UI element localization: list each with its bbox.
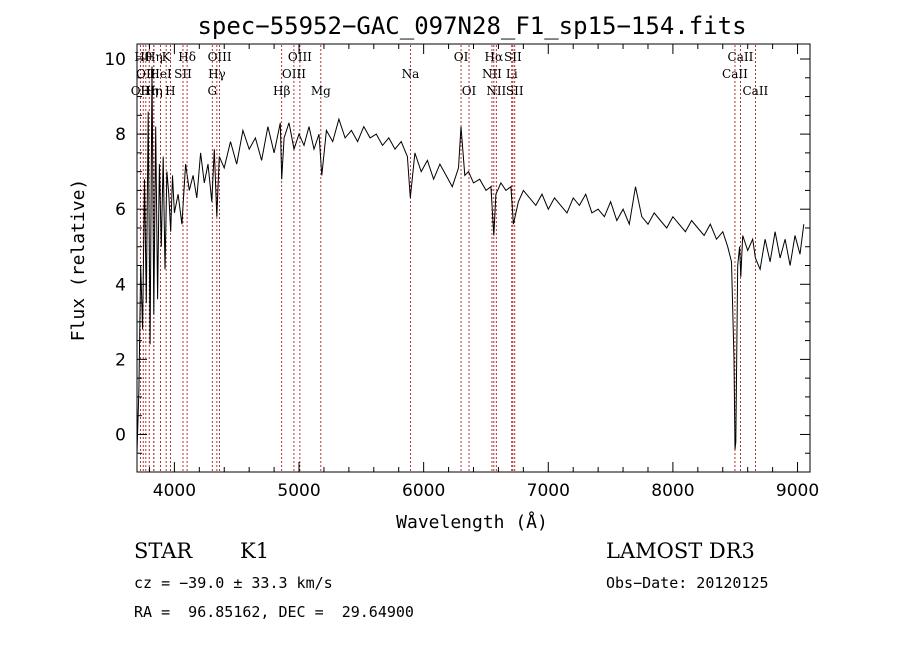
line-label: HeI: [149, 67, 172, 81]
x-tick-label: 9000: [776, 481, 819, 501]
line-label: Hγ: [208, 67, 226, 81]
survey-name: LAMOST DR3: [606, 539, 755, 563]
line-label: Hα: [485, 50, 504, 64]
coordinates: RA = 96.85162, DEC = 29.64900: [134, 603, 414, 621]
y-axis: 0 2 4 6 8 10: [104, 50, 810, 473]
object-class: STAR: [134, 539, 193, 563]
y-tick-label: 8: [115, 125, 126, 145]
line-label: OI: [462, 84, 477, 98]
plot-frame: [136, 43, 811, 473]
line-label: SII: [504, 50, 522, 64]
spectrum-line: [136, 66, 805, 454]
line-label: CaII: [742, 84, 768, 98]
line-label: OI: [454, 50, 469, 64]
line-label: OIII: [288, 50, 312, 64]
line-label: CaII: [722, 67, 748, 81]
x-axis: 4000 5000 6000 7000 8000 9000: [148, 44, 819, 501]
line-label-group: OIIHθOIIHηHηHηHeIKHSIIHδGHγOIIIHβOIIIOII…: [131, 50, 769, 98]
line-label: Hη: [145, 50, 163, 64]
y-tick-label: 6: [115, 200, 126, 220]
line-label: OIII: [208, 50, 232, 64]
redshift-value: cz = −39.0 ± 33.3 km/s: [134, 574, 333, 592]
chart-title: spec−55952−GAC_097N28_F1_sp15−154.fits: [197, 12, 746, 40]
y-tick-label: 10: [104, 50, 126, 70]
y-axis-label: Flux (relative): [68, 179, 89, 342]
line-label: Mg: [311, 84, 331, 98]
line-label: SII: [174, 67, 192, 81]
line-label: CaII: [728, 50, 754, 64]
line-label: Hη: [145, 84, 163, 98]
line-label: Hθ: [134, 50, 152, 64]
x-tick-label: 6000: [402, 481, 445, 501]
x-tick-label: 4000: [153, 481, 196, 501]
line-label: Na: [402, 67, 420, 81]
line-marker-group: [139, 45, 756, 471]
line-label: Li: [506, 67, 518, 81]
line-label: SII: [506, 84, 524, 98]
line-label: H: [165, 84, 175, 98]
spectrum-plot: spec−55952−GAC_097N28_F1_sp15−154.fits O…: [68, 12, 819, 533]
line-label: OII: [131, 84, 151, 98]
line-label: OIII: [282, 67, 306, 81]
x-tick-label: 5000: [277, 481, 320, 501]
object-subclass: K1: [240, 539, 270, 563]
y-tick-label: 2: [115, 350, 126, 370]
x-axis-label: Wavelength (Å): [396, 511, 548, 533]
line-label: NII: [482, 67, 502, 81]
y-tick-label: 0: [115, 425, 126, 445]
line-label: NII: [486, 84, 506, 98]
line-label: Hδ: [178, 50, 196, 64]
observation-date: Obs−Date: 20120125: [606, 574, 769, 592]
line-label: G: [207, 84, 217, 98]
x-tick-label: 7000: [527, 481, 570, 501]
x-tick-label: 8000: [651, 481, 694, 501]
line-label: Hβ: [273, 84, 290, 98]
line-label: Hη: [140, 84, 158, 98]
y-tick-label: 4: [115, 275, 126, 295]
line-label: K: [162, 50, 172, 64]
